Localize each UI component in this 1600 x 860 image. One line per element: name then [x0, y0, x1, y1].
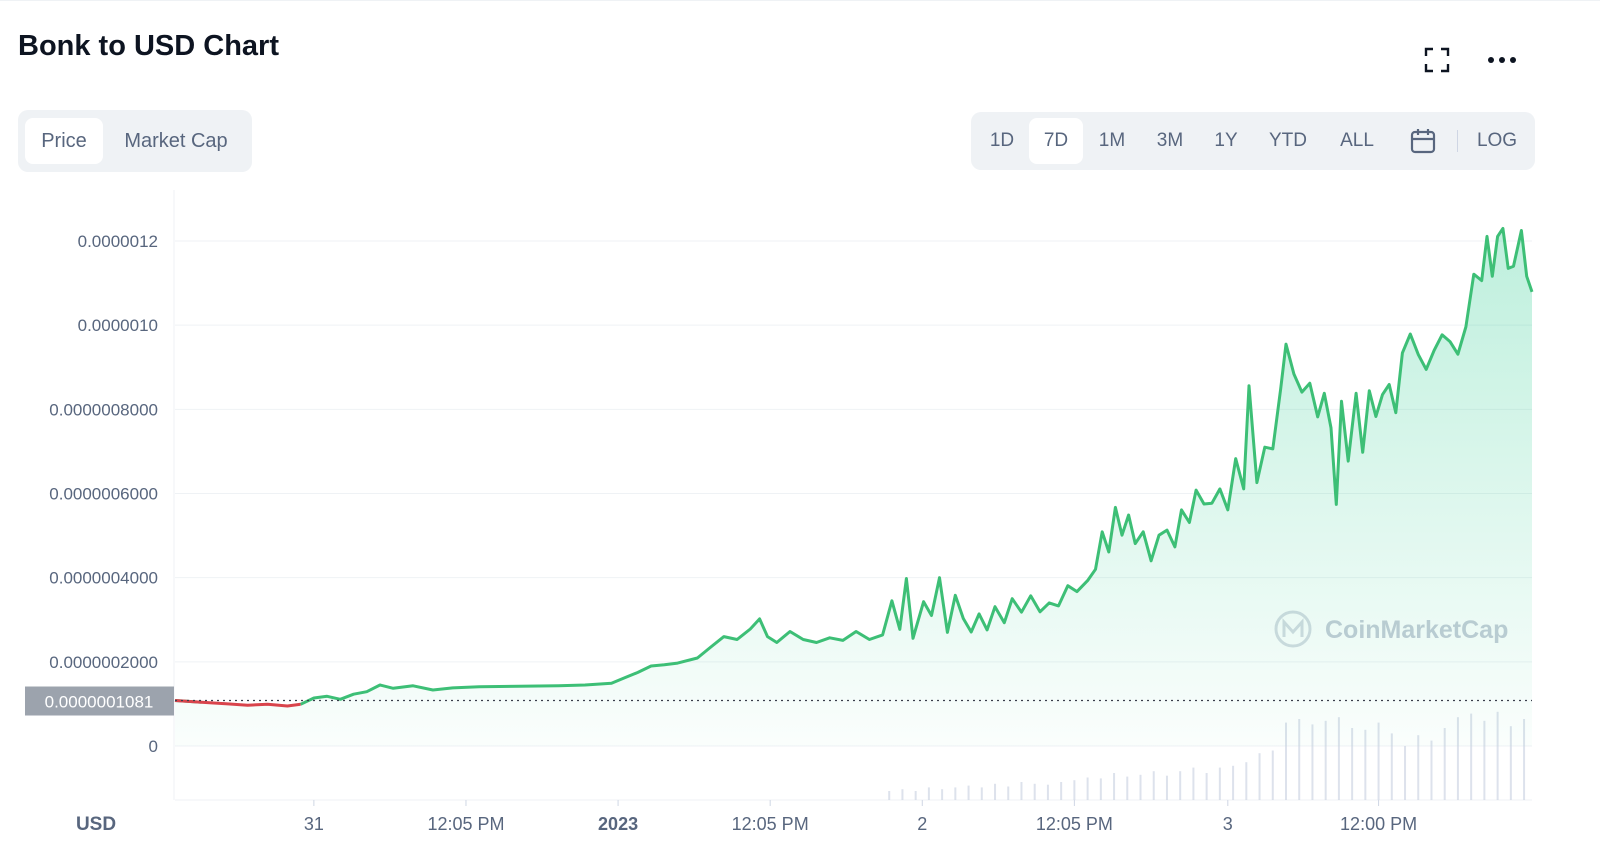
volume-bar: [901, 789, 904, 800]
tab-price[interactable]: Price: [25, 118, 103, 164]
volume-bar: [1073, 780, 1076, 800]
volume-bar: [1483, 720, 1486, 800]
price-area: [175, 228, 1532, 746]
volume-bar: [1390, 733, 1393, 800]
volume-bar: [1258, 753, 1261, 800]
fullscreen-button[interactable]: [1417, 40, 1457, 80]
range-tab-3m[interactable]: 3M: [1156, 130, 1184, 151]
volume-bar: [1430, 740, 1433, 800]
y-tick-label: 0.0000008000: [49, 400, 158, 419]
more-horizontal-icon: [1488, 57, 1516, 63]
volume-bar: [1205, 773, 1208, 800]
volume-bar: [967, 785, 970, 800]
x-tick-label: 3: [1223, 814, 1233, 834]
x-tick-label: 31: [304, 814, 324, 834]
x-tick-label: 2: [917, 814, 927, 834]
more-options-button[interactable]: [1482, 40, 1522, 80]
range-tabs: 1D 7D 1M 3M 1Y YTD ALL LOG: [971, 112, 1535, 170]
volume-bar: [1113, 773, 1116, 800]
x-tick-label: 12:05 PM: [732, 814, 809, 834]
volume-bar: [980, 787, 983, 800]
volume-bar: [1470, 713, 1473, 800]
volume-bar: [1020, 782, 1023, 800]
range-tab-ytd[interactable]: YTD: [1269, 130, 1307, 151]
volume-bar: [1007, 786, 1010, 800]
range-tab-1y[interactable]: 1Y: [1214, 130, 1238, 151]
current-price-label: 0.0000001081: [45, 693, 154, 712]
volume-bar: [1218, 767, 1221, 800]
volume-bar: [1284, 722, 1287, 800]
range-tab-all[interactable]: ALL: [1340, 130, 1374, 151]
currency-label: USD: [76, 814, 116, 835]
volume-bar: [941, 789, 944, 800]
volume-bar: [1324, 720, 1327, 800]
price-line-down: [174, 699, 301, 708]
x-tick-label: 12:05 PM: [427, 814, 504, 834]
volume-bar: [1139, 774, 1142, 800]
volume-bar: [1311, 724, 1314, 800]
y-tick-label: 0.0000010: [78, 316, 158, 335]
volume-bar: [1086, 777, 1089, 800]
volume-bar: [1152, 771, 1155, 800]
volume-bar: [994, 783, 997, 800]
log-scale-toggle[interactable]: LOG: [1476, 130, 1518, 151]
volume-bar: [1046, 784, 1049, 800]
range-tabs-separator: [1457, 130, 1458, 152]
volume-bar: [1099, 778, 1102, 800]
y-tick-label: 0.0000002000: [49, 653, 158, 672]
date-range-button[interactable]: [1399, 118, 1447, 164]
volume-bar: [1192, 767, 1195, 800]
volume-bar: [1351, 728, 1354, 800]
volume-bar: [1456, 717, 1459, 800]
fullscreen-icon: [1424, 47, 1450, 73]
x-tick-label: 12:05 PM: [1036, 814, 1113, 834]
volume-bar: [888, 791, 891, 800]
metric-tabs: Price Market Cap: [18, 110, 252, 172]
x-tick-label: 2023: [598, 814, 638, 834]
volume-bar: [1245, 762, 1248, 800]
volume-bar: [1404, 746, 1407, 800]
volume-bar: [1060, 782, 1063, 800]
page-title: Bonk to USD Chart: [18, 30, 279, 62]
top-divider: [0, 0, 1600, 1]
y-tick-label: 0.0000006000: [49, 485, 158, 504]
y-tick-label: 0.0000012: [78, 232, 158, 251]
current-price-badge: [25, 686, 174, 716]
range-tab-7d[interactable]: 7D: [1029, 118, 1083, 164]
volume-bar: [1496, 711, 1499, 800]
volume-bar: [1337, 717, 1340, 800]
range-tab-1m[interactable]: 1M: [1098, 130, 1126, 151]
volume-bar: [1179, 771, 1182, 800]
volume-bar: [914, 791, 917, 800]
volume-bar: [954, 787, 957, 800]
volume-bar: [1523, 719, 1526, 800]
volume-bar: [1417, 735, 1420, 800]
tab-market-cap[interactable]: Market Cap: [124, 130, 228, 152]
volume-bar: [1271, 750, 1274, 800]
volume-bar: [1377, 722, 1380, 800]
volume-bar: [927, 787, 930, 800]
volume-bar: [1232, 765, 1235, 800]
volume-bar: [1443, 728, 1446, 800]
volume-bar: [1298, 719, 1301, 800]
volume-bar: [1033, 783, 1036, 800]
range-tab-1d[interactable]: 1D: [989, 130, 1015, 151]
calendar-icon: [1410, 129, 1436, 154]
volume-bar: [1126, 776, 1129, 800]
y-tick-label: 0: [149, 737, 158, 756]
x-tick-label: 12:00 PM: [1340, 814, 1417, 834]
volume-bar: [1165, 775, 1168, 800]
volume-bar: [1364, 729, 1367, 800]
y-tick-label: 0.0000004000: [49, 569, 158, 588]
volume-bar: [1509, 726, 1512, 800]
